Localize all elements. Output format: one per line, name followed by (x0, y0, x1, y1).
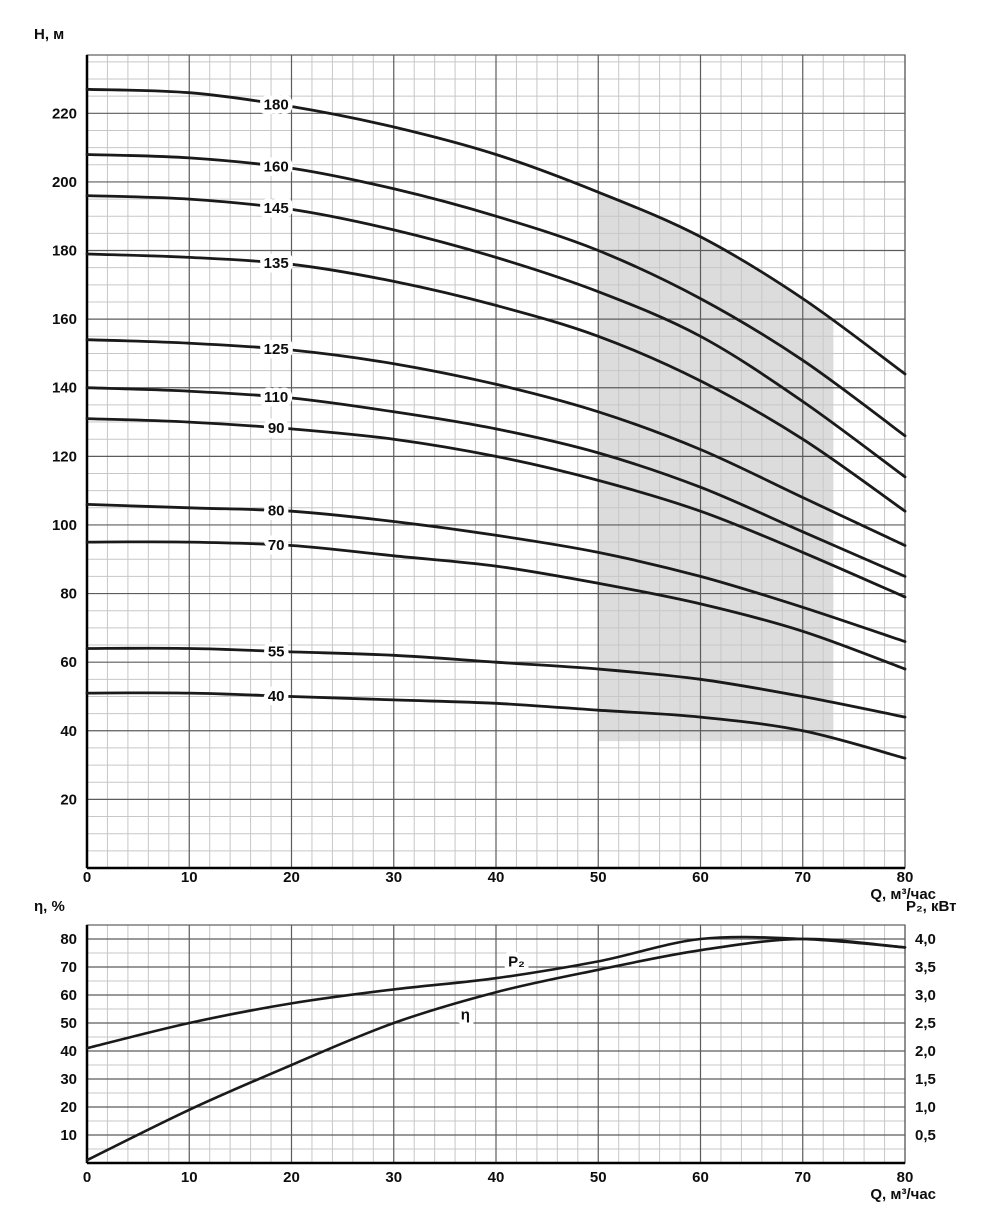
svg-text:145: 145 (264, 200, 289, 217)
svg-text:0: 0 (83, 869, 91, 886)
svg-text:180: 180 (264, 96, 289, 113)
svg-text:20: 20 (283, 1169, 300, 1186)
svg-text:70: 70 (794, 1169, 811, 1186)
svg-text:1,5: 1,5 (915, 1071, 936, 1088)
power-axis-title: P₂, кВт (906, 898, 957, 915)
svg-text:η: η (461, 1007, 470, 1024)
head-axis-title: H, м (34, 26, 65, 43)
svg-text:0: 0 (83, 1169, 91, 1186)
svg-text:160: 160 (52, 311, 77, 328)
svg-text:2,0: 2,0 (915, 1043, 936, 1060)
svg-text:70: 70 (268, 537, 285, 554)
svg-text:180: 180 (52, 243, 77, 260)
flow-axis-title-top: Q, м³/час (870, 886, 936, 903)
svg-text:50: 50 (590, 869, 607, 886)
svg-text:70: 70 (60, 959, 77, 976)
svg-text:20: 20 (283, 869, 300, 886)
svg-text:70: 70 (794, 869, 811, 886)
svg-text:1,0: 1,0 (915, 1099, 936, 1116)
flow-axis-title-bottom: Q, м³/час (870, 1186, 936, 1203)
svg-text:80: 80 (268, 503, 285, 520)
svg-text:80: 80 (60, 931, 77, 948)
svg-text:30: 30 (385, 869, 402, 886)
efficiency-power-plot: 0 10 20 30 40 50 60 70 80 10 20 30 40 50 60 70 80 0,5 1,0 1… (60, 924, 936, 1186)
svg-text:200: 200 (52, 174, 77, 191)
svg-text:125: 125 (264, 341, 289, 358)
svg-text:120: 120 (52, 448, 77, 465)
svg-text:40: 40 (60, 723, 77, 740)
svg-text:P₂: P₂ (508, 953, 525, 970)
svg-text:100: 100 (52, 517, 77, 534)
svg-text:220: 220 (52, 105, 77, 122)
svg-text:40: 40 (488, 869, 505, 886)
svg-text:40: 40 (488, 1169, 505, 1186)
svg-text:60: 60 (60, 987, 77, 1004)
svg-text:4,0: 4,0 (915, 931, 936, 948)
svg-text:80: 80 (897, 1169, 914, 1186)
svg-text:160: 160 (264, 159, 289, 176)
svg-text:20: 20 (60, 791, 77, 808)
head-flow-curves-plot: 0 10 20 30 40 50 60 70 80 20 40 60 80 100 120 140 160 180… (52, 54, 914, 886)
svg-text:10: 10 (181, 1169, 198, 1186)
svg-text:90: 90 (268, 420, 285, 437)
svg-text:10: 10 (60, 1127, 77, 1144)
svg-text:3,5: 3,5 (915, 959, 936, 976)
svg-text:80: 80 (897, 869, 914, 886)
svg-text:40: 40 (268, 688, 285, 705)
svg-text:40: 40 (60, 1043, 77, 1060)
svg-text:135: 135 (264, 255, 289, 272)
svg-text:140: 140 (52, 380, 77, 397)
svg-text:2,5: 2,5 (915, 1015, 936, 1032)
svg-text:80: 80 (60, 586, 77, 603)
svg-text:50: 50 (590, 1169, 607, 1186)
svg-text:60: 60 (692, 869, 709, 886)
svg-text:3,0: 3,0 (915, 987, 936, 1004)
svg-text:0,5: 0,5 (915, 1127, 936, 1144)
efficiency-axis-title: η, % (34, 898, 65, 915)
svg-text:10: 10 (181, 869, 198, 886)
svg-text:60: 60 (692, 1169, 709, 1186)
svg-text:55: 55 (268, 643, 285, 660)
svg-text:110: 110 (264, 389, 288, 406)
svg-text:50: 50 (60, 1015, 77, 1032)
svg-text:30: 30 (60, 1071, 77, 1088)
svg-text:20: 20 (60, 1099, 77, 1116)
svg-text:60: 60 (60, 654, 77, 671)
svg-text:30: 30 (385, 1169, 402, 1186)
